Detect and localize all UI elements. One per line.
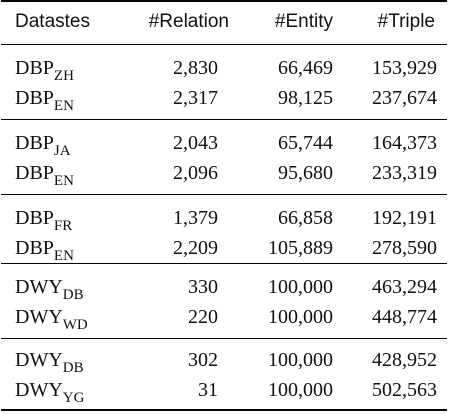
triple-count: 463,294 xyxy=(372,276,437,298)
table-row: DBPEN 2,096 95,680 233,319 xyxy=(1,156,447,190)
dataset-name: DBPEN xyxy=(15,87,74,114)
relation-count: 2,096 xyxy=(173,162,218,184)
entity-count: 105,889 xyxy=(268,237,333,259)
table-row: DWYDB 330 100,000 463,294 xyxy=(1,270,447,304)
header-relation: #Relation xyxy=(148,11,229,32)
dataset-name: DBPEN xyxy=(15,237,74,264)
dataset-name: DBPJA xyxy=(15,132,71,159)
triple-count: 164,373 xyxy=(372,132,437,154)
triple-count: 428,952 xyxy=(372,349,437,371)
group-rule xyxy=(1,194,447,195)
table-row: DBPZH 2,830 66,469 153,929 xyxy=(1,51,447,85)
entity-count: 66,469 xyxy=(278,57,333,79)
relation-count: 1,379 xyxy=(173,207,218,229)
triple-count: 237,674 xyxy=(372,87,437,109)
header-datasets: Datastes xyxy=(15,11,90,32)
header-entity: #Entity xyxy=(274,11,333,32)
triple-count: 192,191 xyxy=(372,207,437,229)
table-row: DBPFR 1,379 66,858 192,191 xyxy=(1,201,447,235)
dataset-name: DWYYG xyxy=(15,379,85,406)
entity-count: 95,680 xyxy=(278,162,333,184)
relation-count: 2,317 xyxy=(173,87,218,109)
dataset-name: DBPFR xyxy=(15,207,73,234)
entity-count: 98,125 xyxy=(278,87,333,109)
entity-count: 100,000 xyxy=(268,276,333,298)
table-row: DBPEN 2,209 105,889 278,590 xyxy=(1,231,447,265)
table-row: DWYWD 220 100,000 448,774 xyxy=(1,300,447,334)
table-row: DBPJA 2,043 65,744 164,373 xyxy=(1,126,447,160)
header-rule xyxy=(1,44,447,45)
bottom-rule xyxy=(1,409,447,411)
group-rule xyxy=(1,263,447,264)
table-row: DWYDB 302 100,000 428,952 xyxy=(1,343,447,377)
dataset-name: DWYWD xyxy=(15,306,88,333)
triple-count: 278,590 xyxy=(372,237,437,259)
relation-count: 302 xyxy=(188,349,218,371)
entity-count: 100,000 xyxy=(268,379,333,401)
table-row: DBPEN 2,317 98,125 237,674 xyxy=(1,81,447,115)
entity-count: 66,858 xyxy=(278,207,333,229)
entity-count: 100,000 xyxy=(268,306,333,328)
relation-count: 2,209 xyxy=(173,237,218,259)
entity-count: 65,744 xyxy=(278,132,333,154)
relation-count: 220 xyxy=(188,306,218,328)
group-rule xyxy=(1,119,447,120)
header-triple: #Triple xyxy=(377,11,435,32)
relation-count: 2,043 xyxy=(173,132,218,154)
table-row: DWYYG 31 100,000 502,563 xyxy=(1,373,447,407)
relation-count: 31 xyxy=(198,379,218,401)
triple-count: 448,774 xyxy=(372,306,437,328)
entity-count: 100,000 xyxy=(268,349,333,371)
relation-count: 2,830 xyxy=(173,57,218,79)
dataset-name: DWYDB xyxy=(15,276,84,303)
dataset-name: DWYDB xyxy=(15,349,84,376)
top-rule xyxy=(1,0,447,2)
group-rule xyxy=(1,338,447,339)
dataset-name: DBPEN xyxy=(15,162,74,189)
header-row: Datastes #Relation #Entity #Triple xyxy=(1,5,447,39)
triple-count: 153,929 xyxy=(372,57,437,79)
triple-count: 233,319 xyxy=(372,162,437,184)
triple-count: 502,563 xyxy=(372,379,437,401)
relation-count: 330 xyxy=(188,276,218,298)
dataset-name: DBPZH xyxy=(15,57,74,84)
